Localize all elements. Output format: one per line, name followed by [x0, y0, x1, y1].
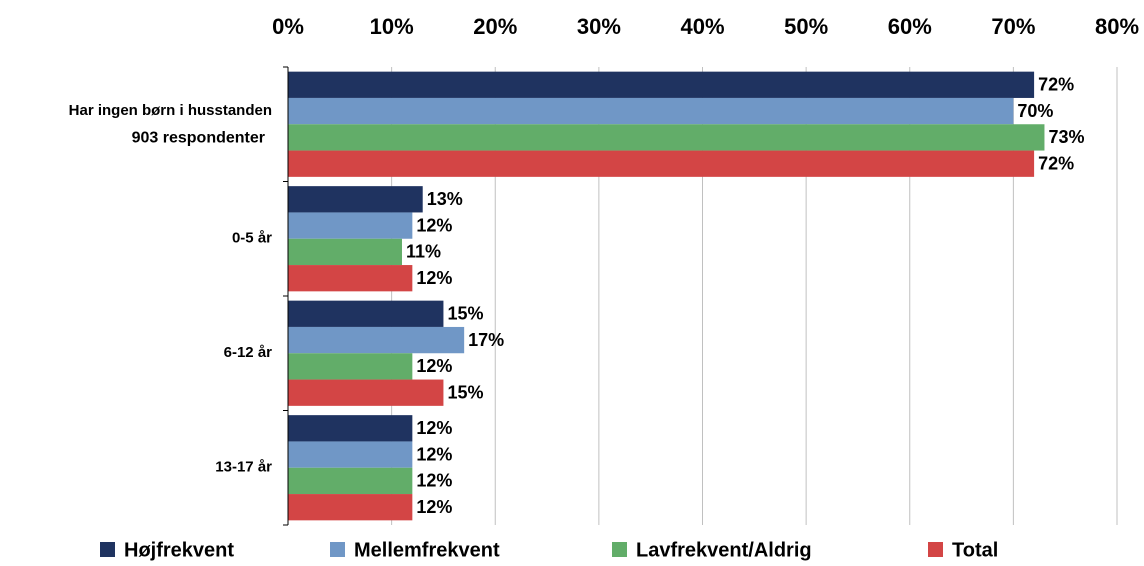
category-label: 13-17 år	[215, 459, 272, 476]
x-tick-label: 40%	[680, 14, 724, 39]
legend-swatch	[928, 542, 943, 557]
bar	[288, 415, 413, 442]
bar	[288, 379, 444, 406]
bar	[288, 71, 1035, 98]
bar	[288, 441, 413, 468]
legend-label: Total	[952, 539, 998, 561]
value-label: 13%	[427, 189, 463, 209]
value-label: 15%	[447, 304, 483, 324]
x-tick-label: 70%	[991, 14, 1035, 39]
x-tick-label: 80%	[1095, 14, 1139, 39]
bar	[288, 97, 1014, 125]
legend-swatch	[612, 542, 627, 557]
category-label: Har ingen børn i husstanden	[69, 102, 272, 119]
bar	[288, 265, 413, 292]
value-label: 12%	[416, 497, 452, 517]
bar	[288, 150, 1035, 177]
value-label: 72%	[1038, 75, 1074, 95]
bar	[288, 186, 423, 213]
bar	[288, 467, 413, 495]
x-tick-label: 50%	[784, 14, 828, 39]
value-label: 12%	[416, 444, 452, 464]
value-label: 15%	[447, 382, 483, 402]
x-tick-label: 60%	[888, 14, 932, 39]
value-label: 12%	[416, 215, 452, 235]
value-label: 12%	[416, 418, 452, 438]
category-label: 6-12 år	[224, 344, 273, 361]
x-tick-label: 20%	[473, 14, 517, 39]
x-tick-label: 0%	[272, 14, 304, 39]
value-label: 17%	[468, 330, 504, 350]
category-label: 0-5 år	[232, 230, 272, 247]
bar	[288, 300, 444, 327]
value-label: 72%	[1038, 153, 1074, 173]
bar	[288, 124, 1045, 151]
bar	[288, 326, 465, 354]
value-label: 12%	[416, 268, 452, 288]
legend-swatch	[330, 542, 345, 557]
bar	[288, 353, 413, 380]
x-tick-label: 30%	[577, 14, 621, 39]
value-label: 11%	[406, 242, 441, 262]
value-label: 12%	[416, 356, 452, 376]
legend-label: Mellemfrekvent	[354, 539, 500, 561]
value-label: 73%	[1048, 127, 1084, 147]
category-note: 903 respondenter	[132, 129, 265, 146]
legend-swatch	[100, 542, 115, 557]
bar	[288, 212, 413, 239]
value-label: 70%	[1017, 101, 1053, 121]
bar	[288, 494, 413, 521]
legend-label: Lavfrekvent/Aldrig	[636, 539, 812, 561]
value-label: 12%	[416, 471, 452, 491]
bar	[288, 238, 402, 266]
legend-label: Højfrekvent	[124, 539, 234, 561]
x-tick-label: 10%	[370, 14, 414, 39]
